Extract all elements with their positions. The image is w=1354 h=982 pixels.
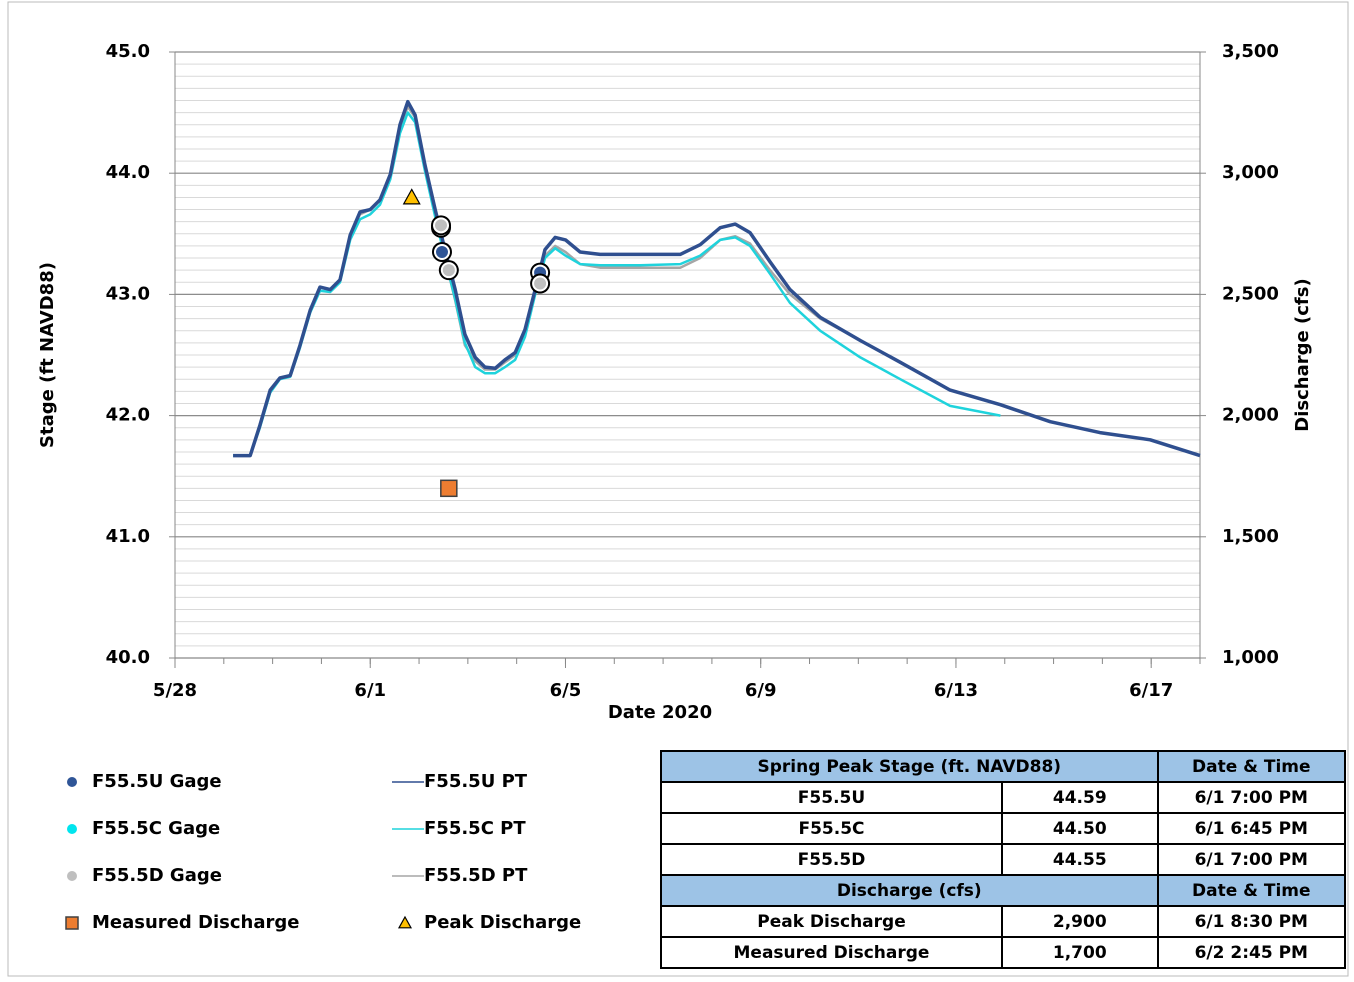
table-cell: 1,700 [1000,936,1159,969]
point [402,188,421,205]
x-tick-label: 5/28 [153,680,197,701]
legend-label: F55.5U Gage [92,771,222,792]
table-cell: F55.5D [660,843,1003,876]
summary-table: Spring Peak Stage (ft. NAVD88) Date & Tim… [660,750,1347,969]
table-cell: 6/1 8:30 PM [1156,905,1347,938]
table-header-row: Spring Peak Stage (ft. NAVD88) Date & Tim… [660,750,1347,783]
y2-tick-label: 2,500 [1222,283,1279,304]
x-tick-label: 6/5 [550,680,582,701]
line-series [233,99,1201,458]
y-tick-label: 41.0 [106,526,150,547]
y2-tick-label: 3,500 [1222,41,1279,62]
y-axis-title: Stage (ft NAVD88) [37,262,58,448]
table-header-cell: Date & Time [1156,874,1347,907]
y2-tick-label: 3,000 [1222,162,1279,183]
legend-swatch [67,777,77,787]
table-cell: 6/1 7:00 PM [1156,843,1347,876]
x-axis-title: Date 2020 [608,702,712,723]
table-header-cell: Date & Time [1156,750,1347,783]
legend-swatch [65,916,79,930]
table-row: F55.5U 44.59 6/1 7:00 PM [660,781,1347,814]
legend-label: Measured Discharge [92,912,299,933]
x-tick-label: 6/9 [745,680,777,701]
y-tick-label: 45.0 [106,41,150,62]
table-header-cell: Spring Peak Stage (ft. NAVD88) [660,750,1159,783]
table-cell: 2,900 [1000,905,1159,938]
y-tick-label: 43.0 [106,283,150,304]
table-cell: 44.50 [1000,812,1159,845]
legend-label: F55.5D PT [424,865,528,886]
y-tick-label: 44.0 [106,162,150,183]
x-tick-label: 6/1 [354,680,386,701]
y-tick-label: 42.0 [106,405,150,426]
x-tick-label: 6/13 [934,680,978,701]
point [433,243,450,260]
table-row: F55.5D 44.55 6/1 7:00 PM [660,843,1347,876]
table-row: Peak Discharge 2,900 6/1 8:30 PM [660,905,1347,938]
y2-tick-label: 2,000 [1222,405,1279,426]
table-row: F55.5C 44.50 6/1 6:45 PM [660,812,1347,845]
table-cell: 6/1 7:00 PM [1156,781,1347,814]
legend-swatch [67,824,77,834]
legend-label: F55.5D Gage [92,865,222,886]
frame [7,1,1349,977]
table-row: Measured Discharge 1,700 6/2 2:45 PM [660,936,1347,969]
y2-axis-title: Discharge (cfs) [1292,278,1313,431]
legend-swatch [67,871,77,881]
point [440,262,457,279]
table-header-row: Discharge (cfs) Date & Time [660,874,1347,907]
line-series [233,111,1001,457]
legend-swatch [397,915,413,929]
legend-label: F55.5C PT [424,818,526,839]
table-cell: 44.55 [1000,843,1159,876]
table-cell: 6/1 6:45 PM [1156,812,1347,845]
table-cell: Peak Discharge [660,905,1003,938]
legend-label: F55.5U PT [424,771,528,792]
legend-label: F55.5C Gage [92,818,220,839]
table-cell: 6/2 2:45 PM [1156,936,1347,969]
y-tick-label: 40.0 [106,647,150,668]
y2-tick-label: 1,000 [1222,647,1279,668]
table-cell: Measured Discharge [660,936,1003,969]
table-header-cell: Discharge (cfs) [660,874,1159,907]
table-cell: 44.59 [1000,781,1159,814]
x-tick-label: 6/17 [1129,680,1173,701]
table-cell: F55.5C [660,812,1003,845]
y2-tick-label: 1,500 [1222,526,1279,547]
point [433,217,450,234]
legend-label: Peak Discharge [424,912,581,933]
point [440,479,458,498]
table-cell: F55.5U [660,781,1003,814]
point [532,275,549,292]
